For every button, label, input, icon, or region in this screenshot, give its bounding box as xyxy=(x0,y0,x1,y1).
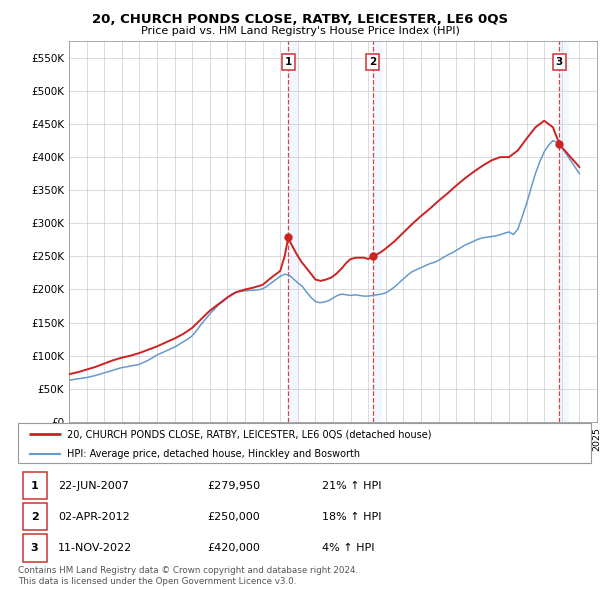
Bar xyxy=(289,41,298,422)
Text: 21% ↑ HPI: 21% ↑ HPI xyxy=(322,481,381,490)
FancyBboxPatch shape xyxy=(23,472,47,499)
Text: £279,950: £279,950 xyxy=(207,481,260,490)
Text: 1: 1 xyxy=(31,481,38,490)
Text: 1: 1 xyxy=(285,57,292,67)
Text: 2: 2 xyxy=(369,57,376,67)
Text: 20, CHURCH PONDS CLOSE, RATBY, LEICESTER, LE6 0QS: 20, CHURCH PONDS CLOSE, RATBY, LEICESTER… xyxy=(92,13,508,26)
Text: 3: 3 xyxy=(31,543,38,553)
Bar xyxy=(373,41,382,422)
Text: 18% ↑ HPI: 18% ↑ HPI xyxy=(322,512,381,522)
Text: 22-JUN-2007: 22-JUN-2007 xyxy=(58,481,129,490)
Text: 20, CHURCH PONDS CLOSE, RATBY, LEICESTER, LE6 0QS (detached house): 20, CHURCH PONDS CLOSE, RATBY, LEICESTER… xyxy=(67,430,431,440)
FancyBboxPatch shape xyxy=(18,423,591,463)
FancyBboxPatch shape xyxy=(23,535,47,562)
Bar xyxy=(559,41,569,422)
Text: 11-NOV-2022: 11-NOV-2022 xyxy=(58,543,133,553)
Text: 2: 2 xyxy=(31,512,38,522)
Text: HPI: Average price, detached house, Hinckley and Bosworth: HPI: Average price, detached house, Hinc… xyxy=(67,450,360,460)
Text: 3: 3 xyxy=(556,57,563,67)
Text: £420,000: £420,000 xyxy=(207,543,260,553)
FancyBboxPatch shape xyxy=(23,503,47,530)
Text: Contains HM Land Registry data © Crown copyright and database right 2024.
This d: Contains HM Land Registry data © Crown c… xyxy=(18,566,358,586)
Text: 02-APR-2012: 02-APR-2012 xyxy=(58,512,130,522)
Text: £250,000: £250,000 xyxy=(207,512,260,522)
Text: 4% ↑ HPI: 4% ↑ HPI xyxy=(322,543,374,553)
Text: Price paid vs. HM Land Registry's House Price Index (HPI): Price paid vs. HM Land Registry's House … xyxy=(140,26,460,36)
